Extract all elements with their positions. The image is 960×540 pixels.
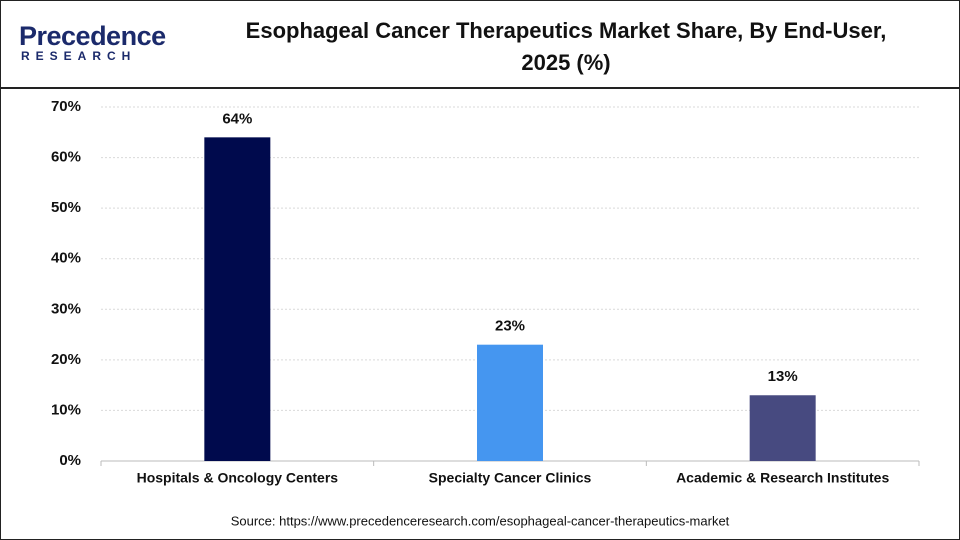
x-tick-label: Hospitals & Oncology Centers xyxy=(137,470,339,486)
y-tick-label: 30% xyxy=(51,300,81,317)
y-tick-label: 60% xyxy=(51,149,81,166)
value-label: 64% xyxy=(222,110,252,127)
logo-tagline: RESEARCH xyxy=(21,49,137,63)
source: Source: https://www.precedenceresearch.c… xyxy=(231,513,730,528)
bar xyxy=(204,137,271,462)
y-tick-label: 70% xyxy=(51,98,81,115)
bar xyxy=(477,344,543,461)
chart-title: Esophageal Cancer Therapeutics Market Sh… xyxy=(245,18,887,75)
value-label: 13% xyxy=(768,368,798,385)
x-tick-label: Academic & Research Institutes xyxy=(676,470,889,486)
bar xyxy=(749,395,816,461)
y-tick-label: 50% xyxy=(51,199,81,216)
y-tick-label: 0% xyxy=(59,452,81,469)
y-tick-label: 10% xyxy=(51,401,81,418)
value-label: 23% xyxy=(495,318,525,335)
logo-name: Precedence xyxy=(19,21,166,51)
x-tick-label: Specialty Cancer Clinics xyxy=(429,470,592,486)
y-tick-label: 40% xyxy=(51,250,81,267)
y-tick-label: 20% xyxy=(51,351,81,368)
header: Precedence RESEARCH Esophageal Cancer Th… xyxy=(1,1,959,89)
